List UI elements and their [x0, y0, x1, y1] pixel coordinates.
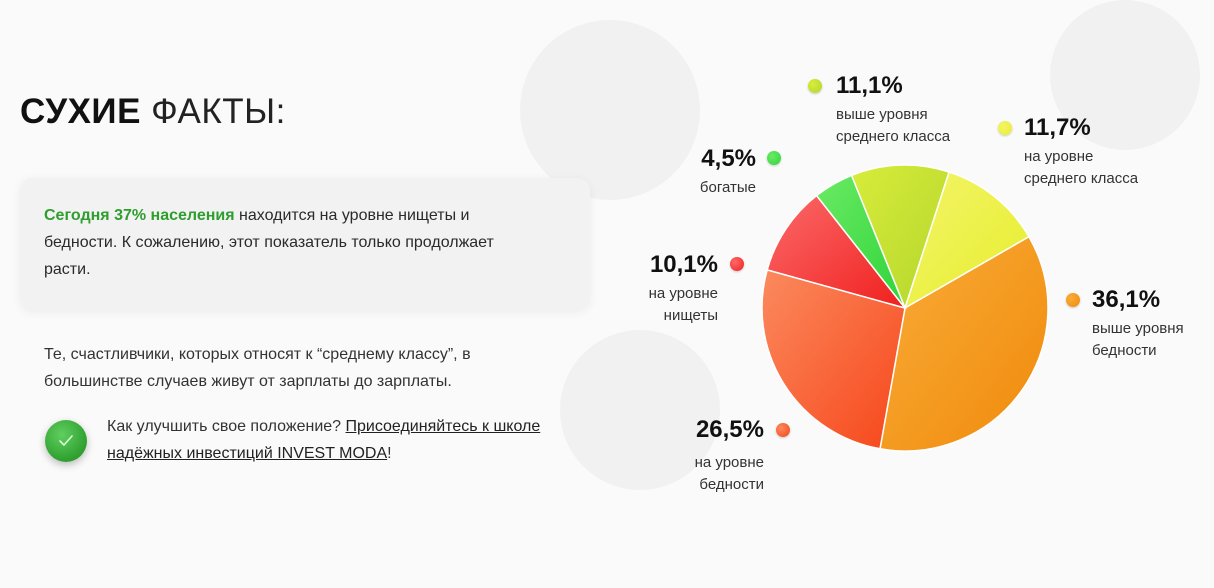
pie-slice-5: [815, 174, 906, 309]
pie-slice-3: [761, 268, 906, 450]
join-school-link[interactable]: Присоединяйтесь к школе надёжных инвести…: [107, 418, 541, 462]
middle-class-note: Те, счастливчики, которых относят к “сре…: [44, 346, 471, 390]
pie-slice-2: [879, 235, 1049, 452]
slice-2-percent: 36,1%: [1092, 286, 1161, 313]
title-bold: СУХИЕ: [20, 92, 141, 131]
slice-1-dot: [998, 121, 1012, 135]
pie-slice-1: [903, 171, 1030, 310]
background-blob: [1050, 0, 1200, 150]
cta-question: Как улучшить свое положение?: [107, 418, 346, 435]
fact-accent: Сегодня 37% населения: [44, 207, 235, 224]
slice-1-percent: 11,7%: [1024, 114, 1091, 141]
label-slice-3: 26,5% на уровне бедности: [668, 416, 764, 496]
pie-slice-4: [766, 194, 908, 310]
slice-4-desc: на уровне нищеты: [648, 285, 718, 324]
label-slice-5: 4,5% богатые: [672, 145, 756, 199]
slice-0-percent: 11,1%: [836, 72, 903, 99]
checkmark-icon: [45, 420, 87, 462]
label-slice-4: 10,1% на уровне нищеты: [626, 251, 718, 327]
slice-3-percent: 26,5%: [695, 416, 764, 443]
slice-0-desc: выше уровня среднего класса: [836, 106, 951, 145]
fact-text: Сегодня 37% населения находится на уровн…: [44, 202, 544, 283]
background-blob: [560, 330, 720, 490]
slice-4-dot: [730, 257, 744, 271]
pie-slice-0: [850, 164, 951, 311]
slice-5-desc: богатые: [699, 179, 756, 196]
cta-tail: !: [387, 445, 392, 462]
slice-4-percent: 10,1%: [649, 251, 718, 278]
slice-5-dot: [767, 151, 781, 165]
cta-text: Как улучшить свое положение? Присоединяй…: [107, 413, 587, 467]
fact-card: Сегодня 37% населения находится на уровн…: [20, 178, 590, 310]
slice-2-desc: выше уровня бедности: [1092, 320, 1184, 359]
title-light: ФАКТЫ:: [151, 92, 286, 131]
label-slice-1: 11,7% на уровне среднего класса: [1024, 114, 1154, 190]
checkmark-glyph: [59, 435, 73, 446]
background-blob: [520, 20, 700, 200]
slice-2-dot: [1066, 293, 1080, 307]
slice-1-desc: на уровне среднего класса: [1024, 148, 1139, 187]
slice-0-dot: [808, 79, 822, 93]
slice-3-dot: [776, 423, 790, 437]
slice-3-desc: на уровне бедности: [694, 454, 764, 493]
fact-body: находится на уровне нищеты и бедности. К…: [44, 207, 494, 278]
label-slice-2: 36,1% выше уровня бедности: [1092, 286, 1202, 362]
page-title: СУХИЕ ФАКТЫ:: [20, 92, 286, 132]
label-slice-0: 11,1% выше уровня среднего класса: [836, 72, 966, 148]
slice-5-percent: 4,5%: [701, 145, 756, 172]
